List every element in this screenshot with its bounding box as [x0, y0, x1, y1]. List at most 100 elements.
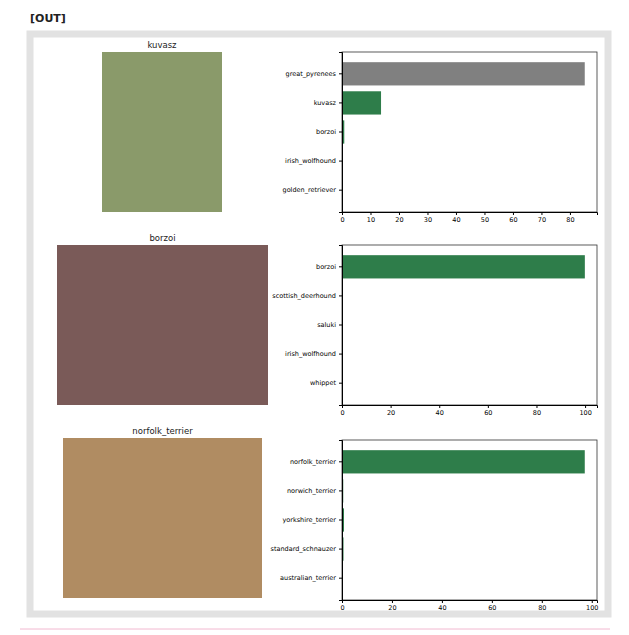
tick: 80 [538, 600, 546, 612]
bar [342, 450, 585, 473]
x-axis: 0 10 20 30 40 50 60 70 80 [340, 212, 597, 224]
tick: yorkshire_terrier [282, 516, 342, 524]
tick-mark [592, 600, 593, 603]
tick: 40 [452, 212, 460, 224]
tick-mark [439, 405, 440, 408]
tick-mark [456, 212, 457, 215]
tick-label: 70 [538, 216, 546, 224]
tick-mark [339, 190, 342, 191]
tick: 0 [340, 600, 344, 612]
tick-label: 20 [395, 216, 403, 224]
tick: 40 [436, 405, 444, 417]
tick: standard_schnauzer [271, 545, 342, 553]
tick-label: 80 [533, 409, 541, 417]
tick-mark [339, 520, 342, 521]
panel: norfolk_terrier020406080100norfolk_terri… [63, 426, 598, 612]
tick: 50 [481, 212, 489, 224]
tick-label: 30 [424, 216, 432, 224]
tick: irish_wolfhound [285, 350, 342, 358]
tick-label: 20 [387, 409, 395, 417]
tick: golden_retriever [283, 186, 342, 194]
tick: 20 [388, 600, 396, 612]
axis-line [343, 601, 598, 604]
tick-label: 0 [340, 604, 344, 612]
tick-label: 60 [509, 216, 517, 224]
tick: scottish_deerhound [272, 292, 342, 300]
tick: 40 [438, 600, 446, 612]
tick-mark [339, 73, 342, 74]
tick: australian_terrier [280, 574, 342, 582]
tick-label: irish_wolfhound [285, 157, 336, 165]
tick-mark [339, 549, 342, 550]
tick-label: 0 [340, 216, 344, 224]
divider [20, 629, 610, 630]
tick-label: norwich_terrier [287, 487, 336, 495]
tick-mark [492, 600, 493, 603]
tick-mark [339, 161, 342, 162]
tick: borzoi [316, 128, 342, 136]
tick-mark [391, 405, 392, 408]
tick-mark [339, 383, 342, 384]
image-title: borzoi [149, 233, 175, 243]
output-frame [30, 34, 608, 614]
x-axis: 0 20 40 60 80 100 [340, 600, 598, 612]
tick: great_pyrenees [286, 70, 342, 78]
tick: 60 [488, 600, 496, 612]
tick-mark [399, 212, 400, 215]
tick: whippet [310, 379, 342, 387]
photo [63, 438, 262, 598]
tick-mark [541, 212, 542, 215]
tick: 100 [586, 600, 598, 612]
tick-label: borzoi [316, 128, 336, 136]
y-axis: great_pyreneeskuvasz borzoi irish_wolfhoun… [283, 53, 343, 213]
axis-line [339, 441, 343, 601]
tick-label: 80 [538, 604, 546, 612]
tick: 20 [395, 212, 403, 224]
tick-mark [339, 266, 342, 267]
tick-mark [488, 405, 489, 408]
tick-label: 40 [438, 604, 446, 612]
tick-label: 100 [586, 604, 598, 612]
axis-line [339, 53, 343, 213]
y-axis: borzoi scottish_deerhoundsaluki irish_wolf… [272, 246, 342, 406]
tick: 20 [387, 405, 395, 417]
bar [342, 91, 381, 114]
bar [342, 62, 585, 85]
tick-mark [427, 212, 428, 215]
tick-label: kuvasz [314, 99, 337, 107]
tick-label: 60 [484, 409, 492, 417]
tick: 70 [538, 212, 546, 224]
tick-label: 10 [367, 216, 375, 224]
tick-label: 80 [566, 216, 574, 224]
tick-label: whippet [310, 379, 336, 387]
x-axis: 020406080100 [340, 405, 597, 417]
tick-label: 20 [388, 604, 396, 612]
bars [342, 450, 585, 590]
tick-label: borzoi [316, 263, 336, 271]
tick-label: australian_terrier [280, 574, 336, 582]
photo [57, 245, 268, 405]
tick-mark [570, 212, 571, 215]
tick: saluki [317, 321, 342, 329]
tick-label: scottish_deerhound [272, 292, 336, 300]
tick-mark [339, 578, 342, 579]
tick-label: 50 [481, 216, 489, 224]
axis-line [343, 406, 598, 409]
tick: 80 [533, 405, 541, 417]
tick-mark [339, 461, 342, 462]
tick-mark [339, 354, 342, 355]
tick: kuvasz [314, 99, 342, 107]
tick: norwich_terrier [287, 487, 342, 495]
tick-mark [339, 490, 342, 491]
tick-mark [536, 405, 537, 408]
tick-mark [339, 132, 342, 133]
panel: borzoi020406080100borzoiscottish_deerhou… [57, 233, 598, 417]
bars [342, 255, 585, 395]
y-axis: norfolk_terriernorwich_terrieryorkshire_… [271, 441, 343, 601]
tick-mark [585, 405, 586, 408]
plot-frame [342, 440, 597, 600]
tick-label: 40 [452, 216, 460, 224]
tick-mark [442, 600, 443, 603]
bars [342, 62, 585, 202]
image-title: kuvasz [147, 40, 177, 50]
